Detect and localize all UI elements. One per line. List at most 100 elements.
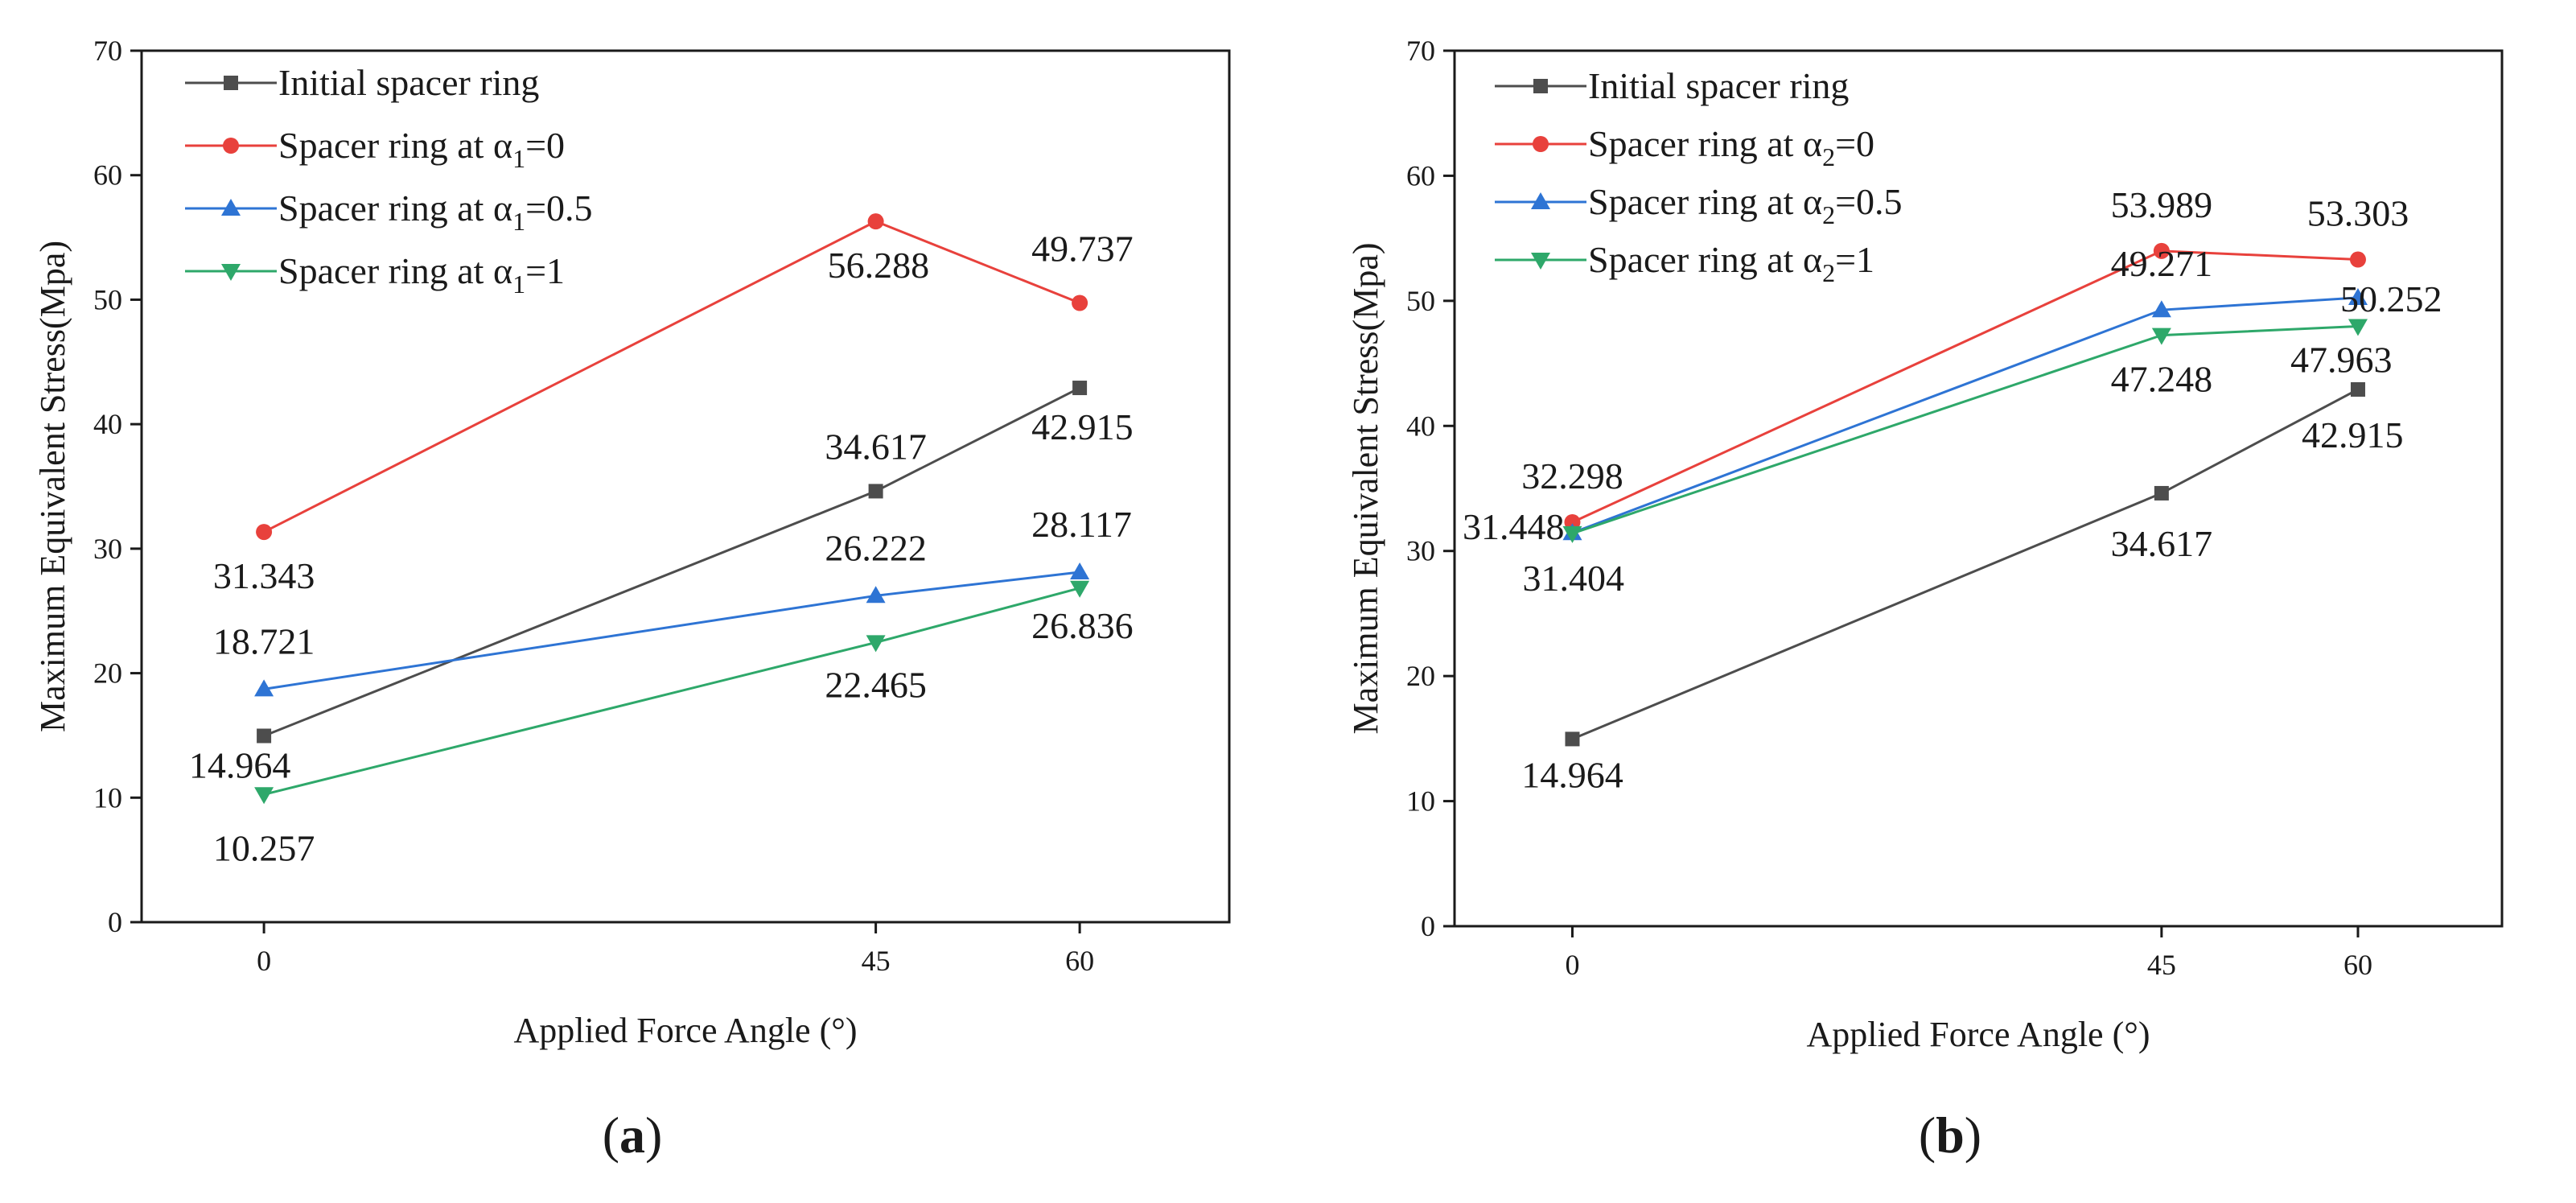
data-point [1072, 381, 1088, 396]
chart-panel-a: 0 10 20 30 40 50 60 70 0 45 60 Applied Force Angle … [33, 35, 1231, 1164]
legend-entry-text: Spacer ring at α [278, 125, 512, 166]
y-axis-title: Maximum Equivalent Stress(Mpa) [33, 241, 72, 732]
y-tick-label: 40 [93, 408, 122, 440]
data-label: 56.288 [828, 245, 930, 286]
series-line [263, 587, 1080, 796]
legend-marker [223, 138, 239, 154]
series-2: 31.448 49.271 50.252 [1463, 243, 2442, 547]
legend-entry-suffix: =0 [1835, 123, 1874, 164]
legend-marker [221, 264, 241, 281]
data-point [1070, 580, 1090, 598]
plot-frame [1453, 49, 2504, 928]
x-tick-label: 60 [1065, 945, 1094, 977]
data-point [2151, 300, 2171, 318]
legend-entry-subscript: 2 [1822, 142, 1835, 171]
data-label: 50.252 [2340, 278, 2442, 319]
data-label: 47.963 [2290, 340, 2393, 381]
data-point [2350, 381, 2365, 397]
legend-marker [1533, 136, 1549, 152]
data-point [257, 728, 272, 744]
data-point [2153, 242, 2170, 259]
series-0: 14.964 34.617 42.915 [1521, 381, 2404, 795]
y-tick-label: 40 [1406, 410, 1435, 442]
y-tick-label: 10 [93, 781, 122, 814]
x-tick-label: 0 [257, 945, 271, 977]
data-point [2348, 319, 2368, 336]
series-line [1571, 325, 2359, 535]
data-label: 53.989 [2111, 184, 2213, 225]
panel-label: (b) [1919, 1106, 1981, 1164]
legend-entry: Spacer ring at α1=0.5 [278, 187, 593, 236]
series-line [1571, 296, 2359, 534]
y-tick-label: 0 [108, 906, 122, 938]
panel-letter: a [619, 1106, 645, 1164]
data-label: 42.915 [2302, 414, 2404, 455]
legend-entry-suffix: =1 [525, 250, 565, 291]
data-point [256, 524, 273, 541]
y-tick-label: 70 [93, 35, 122, 67]
series-line [263, 571, 1080, 690]
series-3: 31.404 47.248 47.963 [1522, 319, 2392, 599]
data-label: 22.465 [825, 664, 927, 705]
data-point [2151, 328, 2171, 345]
data-label: 10.257 [213, 827, 315, 868]
legend-marker [221, 199, 241, 216]
data-point [867, 213, 884, 230]
data-label: 28.117 [1031, 504, 1132, 545]
y-tick-label: 70 [1406, 35, 1435, 67]
data-point [1565, 731, 1580, 747]
data-label: 34.617 [2111, 523, 2213, 564]
legend-entry-subscript: 1 [512, 144, 525, 173]
data-label: 18.721 [213, 620, 315, 661]
legend-entry-text: Initial spacer ring [1588, 65, 1849, 106]
data-point [1072, 295, 1088, 311]
data-point [866, 635, 886, 653]
x-tick-label: 45 [2147, 949, 2176, 981]
legend-marker [1531, 253, 1550, 270]
legend-entry-subscript: 1 [512, 270, 525, 299]
plot-frame [140, 49, 1231, 924]
y-axis-title: Maximum Equivalent Stress(Mpa) [1346, 242, 1385, 734]
y-tick-label: 50 [93, 283, 122, 315]
series-1: 32.298 53.989 53.303 [1521, 184, 2409, 530]
y-tick-label: 60 [93, 159, 122, 192]
legend-entry-suffix: =0.5 [525, 187, 592, 229]
data-point [2154, 485, 2169, 501]
legend-entry-suffix: =1 [1835, 239, 1874, 280]
data-label: 32.298 [1521, 455, 1623, 496]
chart-panel-b: 0 10 20 30 40 50 60 70 0 45 60 Applied Force Angle … [1346, 35, 2504, 1164]
legend-entry-subscript: 2 [1822, 258, 1835, 287]
panel-label: (a) [603, 1106, 663, 1164]
legend-entry-subscript: 1 [512, 207, 525, 236]
legend-entry: Spacer ring at α2=1 [1588, 239, 1874, 287]
y-tick-label: 10 [1406, 785, 1435, 818]
data-label: 53.303 [2307, 193, 2409, 234]
x-axis-title: Applied Force Angle (°) [514, 1011, 858, 1050]
data-label: 26.222 [825, 527, 927, 568]
legend-entry: Spacer ring at α2=0 [1588, 123, 1874, 171]
legend-entry-suffix: =0.5 [1835, 181, 1902, 222]
y-tick-label: 30 [93, 533, 122, 565]
series-1: 31.343 56.288 49.737 [213, 213, 1134, 596]
legend-entry: Spacer ring at α1=0 [278, 125, 565, 173]
data-label: 14.964 [1521, 754, 1623, 795]
data-label: 49.271 [2111, 243, 2213, 284]
y-tick-label: 20 [1406, 660, 1435, 692]
data-label: 42.915 [1031, 406, 1134, 447]
y-tick-label: 0 [1421, 910, 1435, 942]
series-line [263, 386, 1080, 737]
data-label: 49.737 [1031, 228, 1134, 269]
legend-entry-text: Spacer ring at α [1588, 123, 1822, 164]
series-line [1571, 388, 2359, 740]
panel-letter: b [1936, 1106, 1965, 1164]
data-point [1562, 525, 1582, 543]
legend-entry: Initial spacer ring [278, 62, 539, 103]
y-tick-label: 20 [93, 657, 122, 690]
x-tick-label: 0 [1565, 949, 1579, 981]
data-point [2348, 287, 2368, 305]
data-label: 26.836 [1031, 605, 1134, 646]
data-label: 31.448 [1463, 506, 1565, 547]
